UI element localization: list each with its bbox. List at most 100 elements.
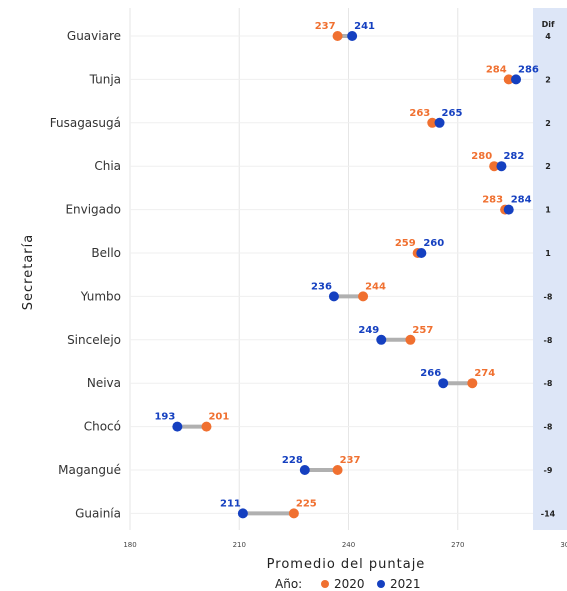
dif-value: 2: [545, 162, 551, 171]
gridlines: [129, 8, 533, 530]
value-label-2020: 244: [365, 281, 386, 292]
x-axis-title: Promedio del puntaje: [267, 557, 426, 572]
row-guainía: Guainía 225 211 -14: [75, 498, 556, 520]
value-label-2021: 193: [154, 412, 175, 423]
dif-value: 4: [545, 32, 551, 41]
dif-column-band: [533, 8, 567, 530]
category-label: Guaviare: [67, 29, 121, 43]
legend-label-2021: 2021: [390, 577, 421, 591]
x-axis-ticks: 180 210 240 270 300: [123, 541, 567, 549]
point-2021: [434, 117, 445, 128]
y-axis-title: Secretaría: [21, 234, 36, 310]
value-label-2020: 201: [208, 412, 229, 423]
value-label-2021: 241: [354, 21, 375, 32]
category-label: Neiva: [87, 376, 121, 390]
point-2021: [172, 421, 183, 432]
dif-value: 2: [545, 75, 551, 84]
dif-value: -8: [544, 423, 553, 432]
category-label: Sincelejo: [67, 333, 121, 347]
dif-header: Dif: [542, 20, 555, 29]
point-2021: [299, 465, 310, 475]
dif-value: -8: [544, 379, 553, 388]
value-label-2021: 265: [442, 108, 463, 119]
point-2020: [427, 117, 438, 128]
x-tick-label: 180: [123, 541, 136, 549]
point-2021: [237, 508, 248, 519]
row-chocó: Chocó 201 193 -8: [84, 412, 553, 434]
point-2021: [438, 378, 449, 389]
point-2021: [511, 74, 522, 85]
category-label: Envigado: [65, 203, 121, 217]
value-label-2020: 280: [471, 151, 492, 162]
category-label: Tunja: [89, 72, 121, 86]
value-label-2020: 257: [412, 325, 433, 336]
point-2021: [416, 248, 427, 258]
point-2020: [503, 74, 514, 85]
row-guaviare: Guaviare 237 241 4: [67, 21, 551, 43]
value-label-2020: 263: [409, 108, 430, 119]
point-2020: [489, 161, 500, 172]
row-yumbo: Yumbo 244 236 -8: [80, 281, 553, 303]
value-label-2021: 228: [282, 455, 303, 466]
x-tick-label: 210: [233, 541, 246, 549]
value-label-2021: 284: [511, 195, 532, 206]
legend-marker-2020: [321, 580, 329, 588]
value-label-2020: 225: [296, 498, 317, 509]
category-label: Yumbo: [80, 289, 121, 303]
point-2020: [467, 378, 478, 389]
point-2020: [332, 465, 343, 475]
point-2020: [201, 421, 212, 432]
value-label-2020: 284: [486, 64, 507, 75]
x-tick-label: 300: [560, 541, 567, 549]
category-label: Magangué: [58, 463, 121, 477]
value-label-2021: 236: [311, 281, 332, 292]
point-2021: [503, 204, 514, 215]
legend-title: Año:: [275, 577, 302, 591]
point-2020: [358, 291, 369, 302]
value-label-2021: 211: [220, 498, 241, 509]
value-label-2021: 286: [518, 64, 539, 75]
value-label-2020: 283: [482, 195, 503, 206]
x-tick-label: 270: [451, 541, 464, 549]
row-fusagasugá: Fusagasugá 263 265 2: [50, 108, 551, 130]
value-label-2020: 274: [474, 368, 495, 379]
row-chia: Chia 280 282 2: [94, 151, 550, 173]
point-2021: [328, 291, 339, 302]
dif-value: -8: [544, 336, 553, 345]
value-label-2020: 237: [340, 455, 361, 466]
category-label: Chocó: [84, 420, 121, 434]
value-label-2021: 260: [423, 238, 444, 249]
dif-value: -14: [541, 509, 556, 518]
row-bello: Bello 259 260 1: [91, 238, 551, 260]
point-2020: [405, 334, 416, 345]
value-label-2021: 249: [358, 325, 379, 336]
row-sincelejo: Sincelejo 257 249 -8: [67, 325, 553, 347]
row-envigado: Envigado 283 284 1: [65, 195, 551, 217]
point-2021: [496, 161, 507, 172]
dif-value: 1: [545, 249, 551, 258]
legend-marker-2021: [377, 580, 385, 588]
legend-label-2020: 2020: [334, 577, 365, 591]
chart-rows: Guaviare 237 241 4 Tunja 284 286 2 Fusagasugá 263…: [50, 21, 556, 520]
row-tunja: Tunja 284 286 2: [89, 64, 551, 86]
category-label: Fusagasugá: [50, 116, 121, 130]
dif-value: 2: [545, 119, 551, 128]
row-neiva: Neiva 274 266 -8: [87, 368, 553, 390]
value-label-2020: 237: [315, 21, 336, 32]
category-label: Bello: [91, 246, 121, 260]
dif-value: -8: [544, 292, 553, 301]
point-2021: [376, 334, 387, 345]
x-tick-label: 240: [342, 541, 355, 549]
value-label-2021: 282: [503, 151, 524, 162]
value-label-2020: 259: [395, 238, 416, 249]
dif-value: -9: [544, 466, 553, 475]
point-2020: [288, 508, 299, 519]
value-label-2021: 266: [420, 368, 441, 379]
point-2021: [347, 31, 358, 41]
legend: Año: 2020 2021: [275, 577, 421, 591]
category-label: Chia: [94, 159, 121, 173]
point-2020: [332, 31, 343, 41]
dif-value: 1: [545, 206, 551, 215]
category-label: Guainía: [75, 506, 121, 520]
